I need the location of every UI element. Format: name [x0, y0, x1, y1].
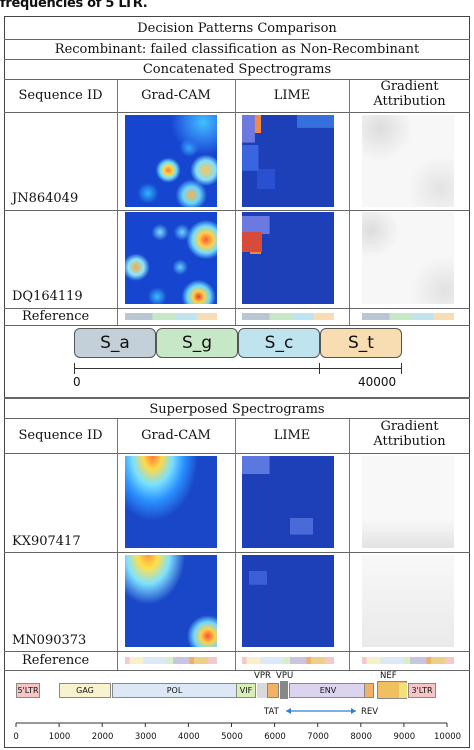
- reference-lane: [362, 657, 454, 664]
- column-header-row: Sequence ID Grad-CAM LIME Gradient Attri…: [4, 79, 470, 113]
- gene-rev-label: REV: [361, 707, 379, 717]
- reference-row: Reference: [4, 652, 470, 671]
- segment-sa: S_a: [74, 328, 156, 358]
- gene-3ltr: 3'LTR: [408, 683, 436, 698]
- lime-heatmap: [242, 555, 334, 647]
- gene-vpr-block: [257, 683, 267, 698]
- table-title: Decision Patterns Comparison: [4, 18, 470, 40]
- lime-heatmap: [242, 212, 334, 304]
- gene-rev-block: [364, 683, 374, 698]
- col-gradcam: Grad-CAM: [141, 88, 211, 103]
- gradcam-heatmap: [125, 212, 217, 304]
- gene-vpu-block: [280, 681, 288, 699]
- figure-caption: frequencies of 5 LTR.: [0, 0, 148, 11]
- gene-5ltr: 5'LTR: [16, 683, 40, 698]
- gene-gag: GAG: [59, 683, 111, 698]
- col-lime: LIME: [273, 428, 311, 443]
- reference-label: Reference: [22, 309, 90, 324]
- axis-end-label: 40000: [358, 375, 397, 389]
- segment-bar: S_a S_g S_c S_t: [74, 328, 402, 360]
- col-sequence-id: Sequence ID: [18, 428, 103, 443]
- axis-tick-label: 2000: [91, 732, 114, 742]
- gene-tat-block: [267, 683, 279, 698]
- gene-vpu-label: VPU: [276, 671, 294, 681]
- genome-axis: [15, 708, 448, 727]
- gene-nef-label: NEF: [380, 671, 397, 681]
- col-lime: LIME: [273, 88, 311, 103]
- table-subtitle: Recombinant: failed classification as No…: [4, 40, 470, 60]
- table-row: KX907417: [4, 454, 470, 553]
- table-row: DQ164119: [4, 211, 470, 309]
- gradient-attribution-map: [362, 555, 454, 647]
- axis-tick-label: 5000: [221, 732, 243, 742]
- sequence-id: JN864049: [12, 191, 79, 206]
- gene-tat-label: TAT: [264, 707, 279, 717]
- gradcam-heatmap: [125, 456, 217, 548]
- reference-lane: [125, 657, 217, 664]
- reference-lane: [362, 313, 454, 320]
- gradient-attribution-map: [362, 212, 454, 304]
- segment-sg: S_g: [156, 328, 238, 358]
- sequence-id: MN090373: [12, 633, 87, 648]
- col-gradient-attribution: Gradient Attribution: [373, 419, 446, 449]
- gradcam-heatmap: [125, 115, 217, 207]
- gradient-attribution-map: [362, 115, 454, 207]
- gradcam-heatmap: [125, 555, 217, 647]
- lime-heatmap: [242, 115, 334, 207]
- table-row: MN090373: [4, 553, 470, 652]
- section-superposed: Superposed Spectrograms: [4, 398, 470, 419]
- gene-pol: POL: [112, 683, 237, 698]
- segment-sc: S_c: [238, 328, 320, 358]
- reference-lane: [125, 313, 217, 320]
- reference-lane: [242, 657, 334, 664]
- axis-tick-label: 0: [13, 732, 19, 742]
- reference-row: Reference: [4, 309, 470, 326]
- axis-tick-label: 8000: [350, 732, 373, 742]
- axis-tick-label: 4000: [178, 732, 200, 742]
- reference-label: Reference: [22, 653, 90, 668]
- segment-legend: [4, 326, 470, 398]
- figure-frame: [4, 16, 470, 748]
- axis-tick-label: 1000: [48, 732, 71, 742]
- column-header-row: Sequence ID Grad-CAM LIME Gradient Attri…: [4, 419, 470, 454]
- gene-vif: VIF: [236, 683, 256, 698]
- gene-nef-overlap: [399, 683, 407, 698]
- axis-tick-label: 9000: [393, 732, 416, 742]
- axis-tick-label: 10000: [434, 732, 462, 742]
- gene-vpr-label: VPR: [254, 671, 271, 681]
- reference-lane: [242, 313, 334, 320]
- genome-map: 5'LTR GAG POL VIF VPR VPU ENV NEF 3'LTR …: [4, 671, 470, 748]
- gradient-attribution-map: [362, 456, 454, 548]
- axis-tick-label: 6000: [264, 732, 286, 742]
- table-row: JN864049: [4, 113, 470, 211]
- segment-axis: [74, 368, 402, 369]
- axis-start-label: 0: [73, 375, 81, 389]
- section-concatenated: Concatenated Spectrograms: [4, 60, 470, 80]
- axis-tick-label: 3000: [134, 732, 157, 742]
- axis-tick-label: 7000: [307, 732, 329, 742]
- col-sequence-id: Sequence ID: [18, 88, 103, 103]
- col-gradcam: Grad-CAM: [141, 428, 211, 443]
- segment-st: S_t: [320, 328, 402, 358]
- sequence-id: KX907417: [12, 534, 81, 549]
- col-gradient-attribution: Gradient Attribution: [373, 79, 446, 109]
- lime-heatmap: [242, 456, 334, 548]
- sequence-id: DQ164119: [12, 289, 83, 304]
